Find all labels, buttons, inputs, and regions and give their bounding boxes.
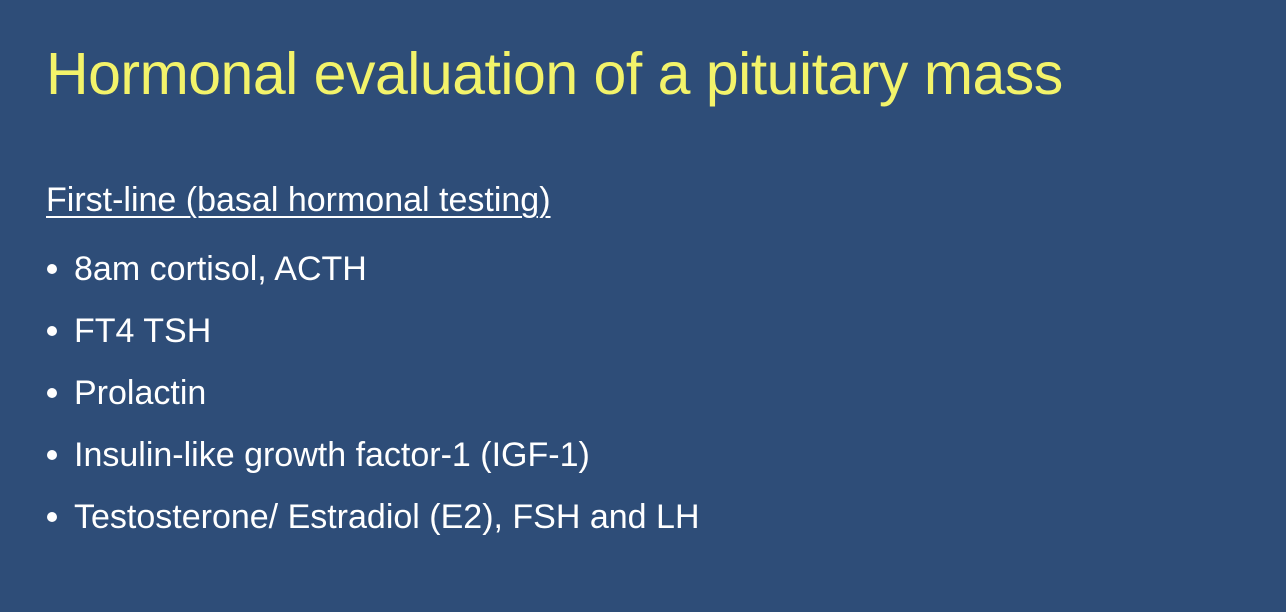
bullet-text: Prolactin xyxy=(74,373,207,412)
bullet-point-icon xyxy=(47,388,57,398)
list-item: Testosterone/ Estradiol (E2), FSH and LH xyxy=(46,486,700,548)
list-item: FT4 TSH xyxy=(46,300,700,362)
list-item: Prolactin xyxy=(46,362,700,424)
list-item: 8am cortisol, ACTH xyxy=(46,238,700,300)
bullet-text: FT4 TSH xyxy=(74,311,212,350)
bullet-list: 8am cortisol, ACTH FT4 TSH Prolactin Ins… xyxy=(46,238,700,548)
bullet-point-icon xyxy=(47,512,57,522)
bullet-text: Testosterone/ Estradiol (E2), FSH and LH xyxy=(74,497,700,536)
bullet-text: Insulin-like growth factor-1 (IGF-1) xyxy=(74,435,590,474)
bullet-point-icon xyxy=(47,264,57,274)
list-item: Insulin-like growth factor-1 (IGF-1) xyxy=(46,424,700,486)
bullet-point-icon xyxy=(47,326,57,336)
slide-title: Hormonal evaluation of a pituitary mass xyxy=(46,41,1063,107)
bullet-text: 8am cortisol, ACTH xyxy=(74,249,367,288)
bullet-point-icon xyxy=(47,450,57,460)
slide-subheading: First-line (basal hormonal testing) xyxy=(46,181,551,219)
